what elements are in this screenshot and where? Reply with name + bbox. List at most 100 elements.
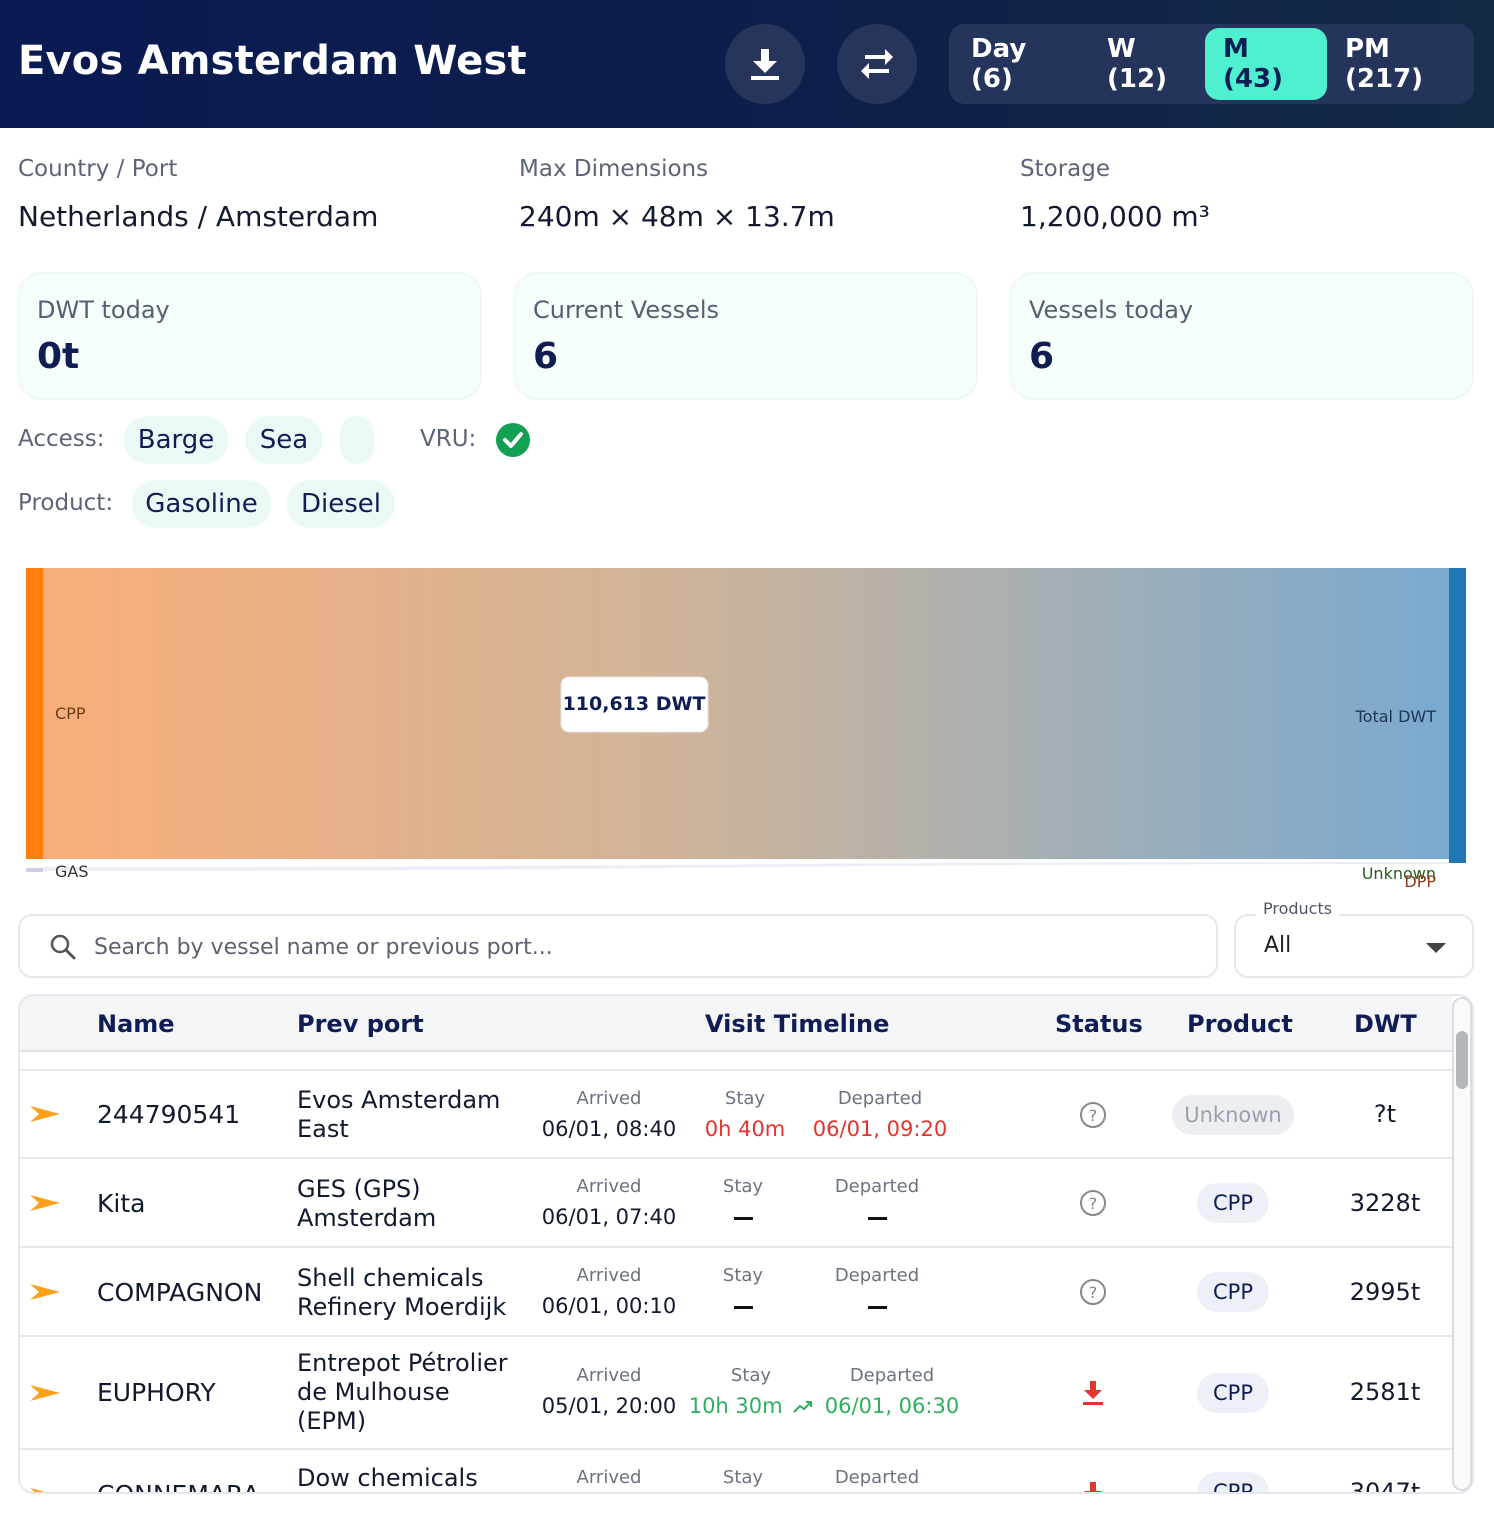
prev-port: Entrepot Pétrolier de Mulhouse (EPM) <box>297 1349 508 1435</box>
departed-block: Departed 06/01, 09:20 <box>810 1088 950 1141</box>
header-bar: Evos Amsterdam West Day (6) W (12) M (43… <box>0 0 1494 128</box>
product-chip: CPP <box>1197 1272 1269 1312</box>
departed-block: Departed 06/01, 06:30 <box>822 1365 962 1418</box>
country-port-value: Netherlands / Amsterdam <box>18 200 379 233</box>
arrived-caption: Arrived <box>576 1265 642 1286</box>
table-row[interactable]: 244790541 Evos Amsterdam East Arrived 06… <box>20 1071 1452 1159</box>
vessel-direction-icon <box>30 1284 60 1300</box>
vessel-name[interactable]: COMPAGNON <box>97 1278 263 1307</box>
period-past-month[interactable]: PM (217) <box>1345 34 1424 94</box>
unloading-icon <box>1084 1482 1102 1492</box>
empty-dash <box>867 1216 887 1220</box>
storage-label: Storage <box>1020 156 1110 182</box>
vessel-direction-icon <box>30 1488 45 1492</box>
vessel-name[interactable]: CONNEMARA <box>97 1480 259 1492</box>
departed-value: 06/01, 09:20 <box>812 1117 948 1141</box>
access-chip-sea: Sea <box>245 416 323 464</box>
arrived-caption: Arrived <box>576 1467 642 1488</box>
swap-button[interactable] <box>837 24 917 104</box>
max-dimensions-label: Max Dimensions <box>519 156 709 182</box>
col-visit-timeline[interactable]: Visit Timeline <box>705 1010 890 1038</box>
stat-value: 0t <box>37 336 80 377</box>
arrived-caption: Arrived <box>576 1088 642 1109</box>
vessel-name[interactable]: EUPHORY <box>97 1378 216 1407</box>
vessel-search <box>18 914 1218 978</box>
download-button[interactable] <box>725 24 805 104</box>
departed-caption: Departed <box>834 1176 920 1197</box>
table-row[interactable]: COMPAGNON Shell chemicals Refinery Moerd… <box>20 1248 1452 1337</box>
unloading-icon <box>1083 1381 1103 1405</box>
period-day[interactable]: Day (6) <box>971 34 1027 94</box>
search-icon <box>50 934 76 960</box>
col-product[interactable]: Product <box>1187 1010 1293 1038</box>
departed-caption: Departed <box>837 1088 923 1109</box>
stat-card-vessels-today: Vessels today 6 <box>1010 272 1474 400</box>
stay-value: 10h 30m <box>688 1394 783 1418</box>
period-week[interactable]: W (12) <box>1107 34 1167 94</box>
stat-label: DWT today <box>37 296 170 324</box>
departed-block: Departed <box>807 1176 947 1229</box>
country-port-label: Country / Port <box>18 156 178 182</box>
product-chip: CPP <box>1197 1183 1269 1223</box>
vessel-name[interactable]: 244790541 <box>97 1100 241 1129</box>
storage-value: 1,200,000 m³ <box>1020 200 1210 233</box>
svg-text:?: ? <box>1089 1283 1098 1302</box>
empty-dash <box>733 1305 753 1309</box>
prev-port: Evos Amsterdam East <box>297 1086 501 1143</box>
question-circle-icon: ? <box>1080 1102 1106 1128</box>
arrived-block: Arrived 06/01, 07:40 <box>539 1176 679 1229</box>
table-row[interactable] <box>20 996 1452 1071</box>
vru-label: VRU: <box>420 426 477 452</box>
table-row[interactable]: EUPHORY Entrepot Pétrolier de Mulhouse (… <box>20 1337 1452 1450</box>
sankey-node-cpp <box>26 568 43 859</box>
scrollbar-thumb[interactable] <box>1456 1031 1468 1089</box>
col-prev-port[interactable]: Prev port <box>297 1010 424 1038</box>
period-month[interactable]: M (43) <box>1205 28 1327 100</box>
stat-card-dwt-today: DWT today 0t <box>18 272 482 400</box>
sankey-tooltip: 110,613 DWT <box>560 676 709 733</box>
departed-value: 06/01, 06:30 <box>824 1394 960 1418</box>
vessel-direction-icon <box>30 1195 60 1211</box>
arrived-block: Arrived <box>539 1467 679 1488</box>
table-header: Name Prev port Visit Timeline Status Pro… <box>20 996 1452 1052</box>
stay-caption: Stay <box>722 1467 764 1488</box>
stat-label: Vessels today <box>1029 296 1194 324</box>
search-input[interactable] <box>94 928 1194 966</box>
col-dwt[interactable]: DWT <box>1354 1010 1417 1038</box>
swap-arrows-icon <box>861 49 893 79</box>
table-row[interactable]: Kita GES (GPS) Amsterdam Arrived 06/01, … <box>20 1159 1452 1248</box>
arrived-value: 05/01, 20:00 <box>541 1394 677 1418</box>
svg-text:?: ? <box>1089 1106 1098 1125</box>
arrived-value: 06/01, 08:40 <box>541 1117 677 1141</box>
access-chip-empty <box>340 416 374 464</box>
stay-block: Stay 0h 40m <box>690 1088 800 1141</box>
arrived-block: Arrived 05/01, 20:00 <box>539 1365 679 1418</box>
departed-block: Departed <box>807 1265 947 1318</box>
products-filter[interactable]: Products All <box>1234 899 1474 978</box>
max-dimensions-value: 240m × 48m × 13.7m <box>519 200 835 233</box>
sankey-label-unknown: Unknown <box>1362 864 1436 883</box>
col-status[interactable]: Status <box>1055 1010 1143 1038</box>
vessels-table: Name Prev port Visit Timeline Status Pro… <box>18 994 1474 1494</box>
period-selector: Day (6) W (12) M (43) PM (217) <box>949 24 1474 104</box>
col-name[interactable]: Name <box>97 1010 175 1038</box>
arrived-block: Arrived 06/01, 00:10 <box>539 1265 679 1318</box>
vessel-name[interactable]: Kita <box>97 1189 146 1218</box>
stay-caption: Stay <box>722 1176 764 1197</box>
table-scrollbar[interactable] <box>1452 997 1472 1491</box>
sankey-node-gas <box>26 868 43 872</box>
dwt-value: 3228t <box>1349 1189 1421 1217</box>
stat-value: 6 <box>533 336 559 377</box>
sankey-tooltip-text: 110,613 DWT <box>563 693 706 715</box>
products-filter-legend: Products <box>1256 899 1340 918</box>
table-row[interactable]: CONNEMARA Dow chemicals Arrived Stay Dep… <box>20 1450 1452 1492</box>
svg-text:?: ? <box>1089 1194 1098 1213</box>
check-circle-icon <box>496 423 530 457</box>
dwt-value: ?t <box>1373 1100 1397 1128</box>
sankey-label-cpp: CPP <box>55 704 86 723</box>
question-circle-icon: ? <box>1080 1279 1106 1305</box>
stay-block: Stay <box>688 1467 798 1488</box>
stay-value: 0h 40m <box>704 1117 786 1141</box>
chevron-down-icon <box>1426 943 1446 953</box>
empty-dash <box>733 1216 753 1220</box>
